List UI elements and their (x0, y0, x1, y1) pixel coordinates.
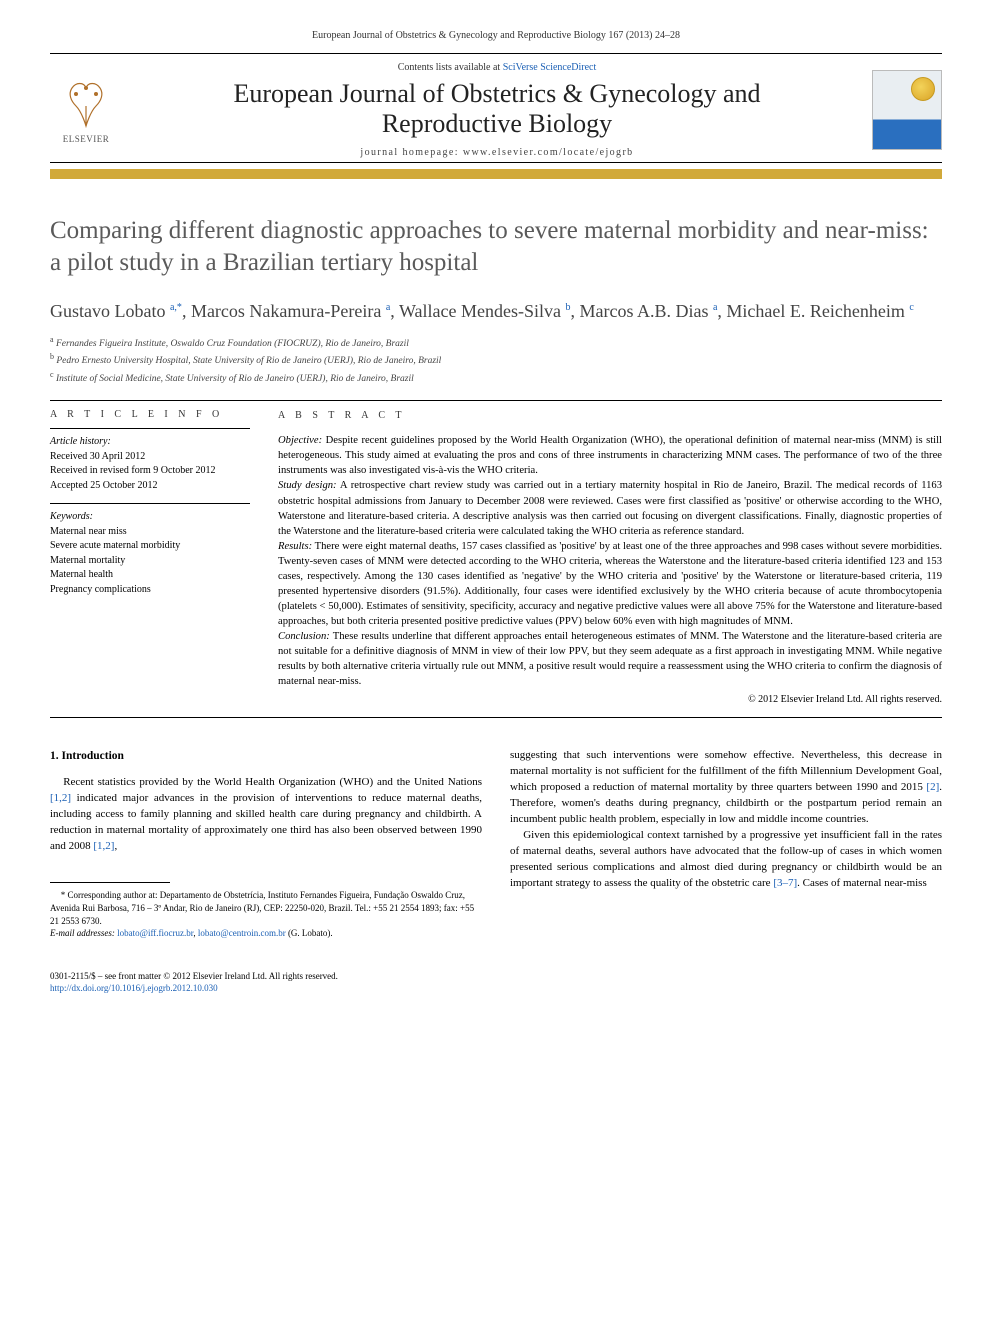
bottom-divider (50, 717, 942, 718)
top-divider (50, 400, 942, 401)
keywords-title: Keywords: (50, 510, 250, 525)
design-text: A retrospective chart review study was c… (278, 480, 942, 536)
article-title: Comparing different diagnostic approache… (50, 215, 942, 279)
abstract: A B S T R A C T Objective: Despite recen… (278, 409, 942, 707)
objective-text: Despite recent guidelines proposed by th… (278, 435, 942, 476)
results-label: Results: (278, 541, 312, 552)
email-label: E-mail addresses: (50, 928, 115, 938)
intro-paragraph-1: Recent statistics provided by the World … (50, 775, 482, 855)
gold-divider-bar (50, 169, 942, 179)
text-run: . Cases of maternal near-miss (797, 877, 927, 889)
history-title: Article history: (50, 435, 250, 450)
abstract-conclusion: Conclusion: These results underline that… (278, 629, 942, 689)
intro-paragraph-1-cont: suggesting that such interventions were … (510, 748, 942, 828)
conclusion-text: These results underline that different a… (278, 631, 942, 687)
conclusion-label: Conclusion: (278, 631, 330, 642)
keyword: Maternal near miss (50, 525, 250, 540)
body-column-right: suggesting that such interventions were … (510, 748, 942, 995)
results-text: There were eight maternal deaths, 157 ca… (278, 541, 942, 627)
info-rule-1 (50, 428, 250, 429)
elsevier-wordmark: ELSEVIER (50, 134, 122, 144)
intro-heading: 1. Introduction (50, 748, 482, 765)
email-link[interactable]: lobato@centroin.com.br (198, 928, 286, 938)
keywords-block: Keywords: Maternal near miss Severe acut… (50, 510, 250, 597)
text-run: Recent statistics provided by the World … (63, 776, 482, 788)
footnote-separator (50, 882, 170, 883)
front-matter-line: 0301-2115/$ – see front matter © 2012 El… (50, 970, 482, 983)
body-columns: 1. Introduction Recent statistics provid… (50, 748, 942, 995)
masthead: ELSEVIER Contents lists available at Sci… (50, 53, 942, 163)
article-info-sidebar: A R T I C L E I N F O Article history: R… (50, 409, 250, 707)
text-run: (G. Lobato). (286, 928, 333, 938)
abstract-copyright: © 2012 Elsevier Ireland Ltd. All rights … (278, 693, 942, 707)
elsevier-logo: ELSEVIER (50, 76, 122, 144)
journal-title-line1: European Journal of Obstetrics & Gynecol… (233, 79, 760, 108)
journal-title-line2: Reproductive Biology (382, 109, 612, 138)
journal-title: European Journal of Obstetrics & Gynecol… (138, 79, 856, 139)
doi-link[interactable]: http://dx.doi.org/10.1016/j.ejogrb.2012.… (50, 983, 218, 993)
affiliations: a Fernandes Figueira Institute, Oswaldo … (50, 334, 942, 386)
article-history-block: Article history: Received 30 April 2012 … (50, 435, 250, 493)
abstract-objective: Objective: Despite recent guidelines pro… (278, 433, 942, 478)
body-column-left: 1. Introduction Recent statistics provid… (50, 748, 482, 995)
elsevier-tree-icon (58, 76, 114, 132)
text-run: , (114, 840, 117, 852)
abstract-design: Study design: A retrospective chart revi… (278, 478, 942, 538)
text-run: suggesting that such interventions were … (510, 749, 942, 793)
citation-link[interactable]: [1,2] (93, 840, 114, 852)
corresponding-author-footnote: * Corresponding author at: Departamento … (50, 889, 482, 939)
doi-block: 0301-2115/$ – see front matter © 2012 El… (50, 970, 482, 995)
history-received: Received 30 April 2012 (50, 450, 250, 465)
running-header: European Journal of Obstetrics & Gynecol… (50, 30, 942, 41)
keyword: Pregnancy complications (50, 583, 250, 598)
objective-label: Objective: (278, 435, 322, 446)
sciencedirect-link[interactable]: SciVerse ScienceDirect (503, 62, 597, 73)
design-label: Study design: (278, 480, 337, 491)
corr-label: * Corresponding author at: (61, 890, 158, 900)
author-list: Gustavo Lobato a,*, Marcos Nakamura-Pere… (50, 299, 942, 324)
keyword: Maternal health (50, 568, 250, 583)
info-rule-2 (50, 503, 250, 504)
history-revised: Received in revised form 9 October 2012 (50, 464, 250, 479)
history-accepted: Accepted 25 October 2012 (50, 479, 250, 494)
citation-link[interactable]: [2] (926, 781, 939, 793)
contents-list-line: Contents lists available at SciVerse Sci… (138, 62, 856, 73)
keyword: Maternal mortality (50, 554, 250, 569)
citation-link[interactable]: [1,2] (50, 792, 71, 804)
article-info-label: A R T I C L E I N F O (50, 409, 250, 420)
journal-homepage[interactable]: journal homepage: www.elsevier.com/locat… (138, 147, 856, 158)
journal-cover-thumbnail (872, 70, 942, 150)
citation-link[interactable]: [3–7] (773, 877, 797, 889)
keyword: Severe acute maternal morbidity (50, 539, 250, 554)
abstract-label: A B S T R A C T (278, 409, 942, 423)
abstract-results: Results: There were eight maternal death… (278, 539, 942, 629)
intro-paragraph-2: Given this epidemiological context tarni… (510, 828, 942, 892)
contents-prefix: Contents lists available at (398, 62, 503, 73)
email-link[interactable]: lobato@iff.fiocruz.br (115, 928, 194, 938)
